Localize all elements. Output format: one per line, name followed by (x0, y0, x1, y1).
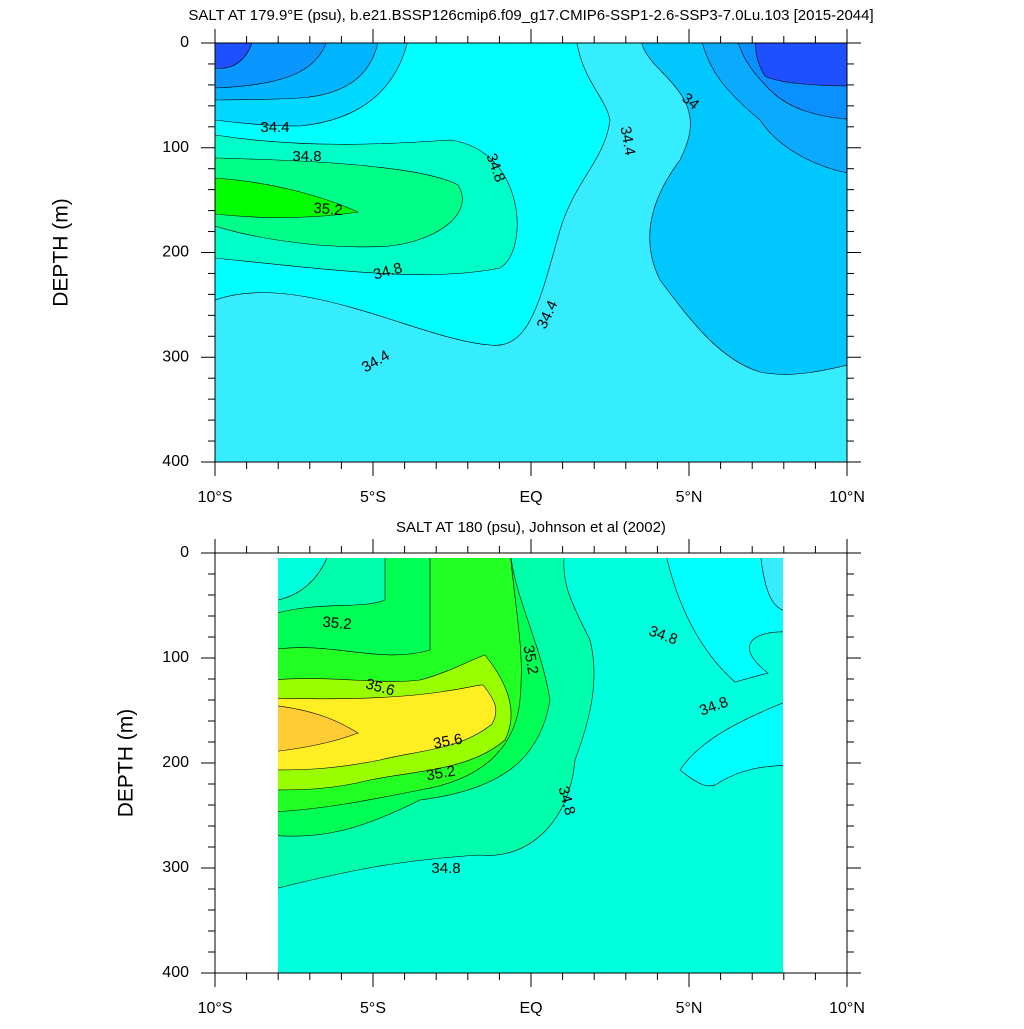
contour-label: 34.4 (260, 119, 289, 136)
contour-label: 35.6 (432, 731, 464, 753)
contour-fills (278, 558, 783, 973)
y-tick-label: 400 (162, 964, 189, 981)
x-tick-label: 5°S (360, 1000, 386, 1017)
contour-label: 35.2 (425, 763, 457, 785)
y-tick-label: 100 (162, 139, 189, 156)
y-tick-label: 300 (162, 348, 189, 365)
y-tick-label: 200 (162, 244, 189, 261)
contour-fill (666, 558, 783, 683)
y-tick-label: 300 (162, 859, 189, 876)
contour-fill (215, 177, 360, 218)
contour-label: 34.4 (617, 125, 639, 157)
x-tick-label: EQ (519, 489, 542, 506)
x-tick-label: 10°N (829, 489, 865, 506)
contour-label: 34.8 (292, 148, 321, 165)
contour-fills (215, 43, 847, 462)
chart-title: SALT AT 179.9°E (psu), b.e21.BSSP126cmip… (188, 7, 873, 24)
contour-label: 35.2 (313, 200, 344, 219)
contour-fill (278, 705, 359, 752)
x-tick-label: 5°N (676, 489, 703, 506)
contour-label: 35.2 (520, 644, 542, 676)
contour-fill (278, 684, 497, 771)
x-tick-label: 10°N (829, 1000, 865, 1017)
contour-fill (679, 702, 783, 787)
x-tick-label: 10°S (198, 489, 233, 506)
contour-fill (215, 157, 463, 248)
y-tick-label: 0 (180, 34, 189, 51)
y-axis-label: DEPTH (m) (115, 709, 138, 818)
y-tick-label: 400 (162, 453, 189, 470)
contour-label: 34.8 (555, 785, 579, 818)
x-tick-label: 5°N (676, 1000, 703, 1017)
contour-fill (754, 43, 847, 87)
contour-label: 34.8 (431, 860, 460, 877)
y-tick-label: 0 (180, 544, 189, 561)
contour-label: 34.8 (372, 259, 405, 283)
chart-title: SALT AT 180 (psu), Johnson et al (2002) (396, 519, 666, 536)
y-tick-label: 200 (162, 754, 189, 771)
x-tick-label: EQ (519, 1000, 542, 1017)
x-tick-label: 10°S (198, 1000, 233, 1017)
y-tick-label: 100 (162, 649, 189, 666)
contour-label: 35.2 (322, 614, 353, 633)
x-tick-label: 5°S (360, 489, 386, 506)
contour-fill (760, 558, 783, 611)
contour-label: 35.6 (364, 675, 397, 699)
y-axis-label: DEPTH (m) (50, 198, 73, 307)
contour-fill (215, 43, 253, 69)
